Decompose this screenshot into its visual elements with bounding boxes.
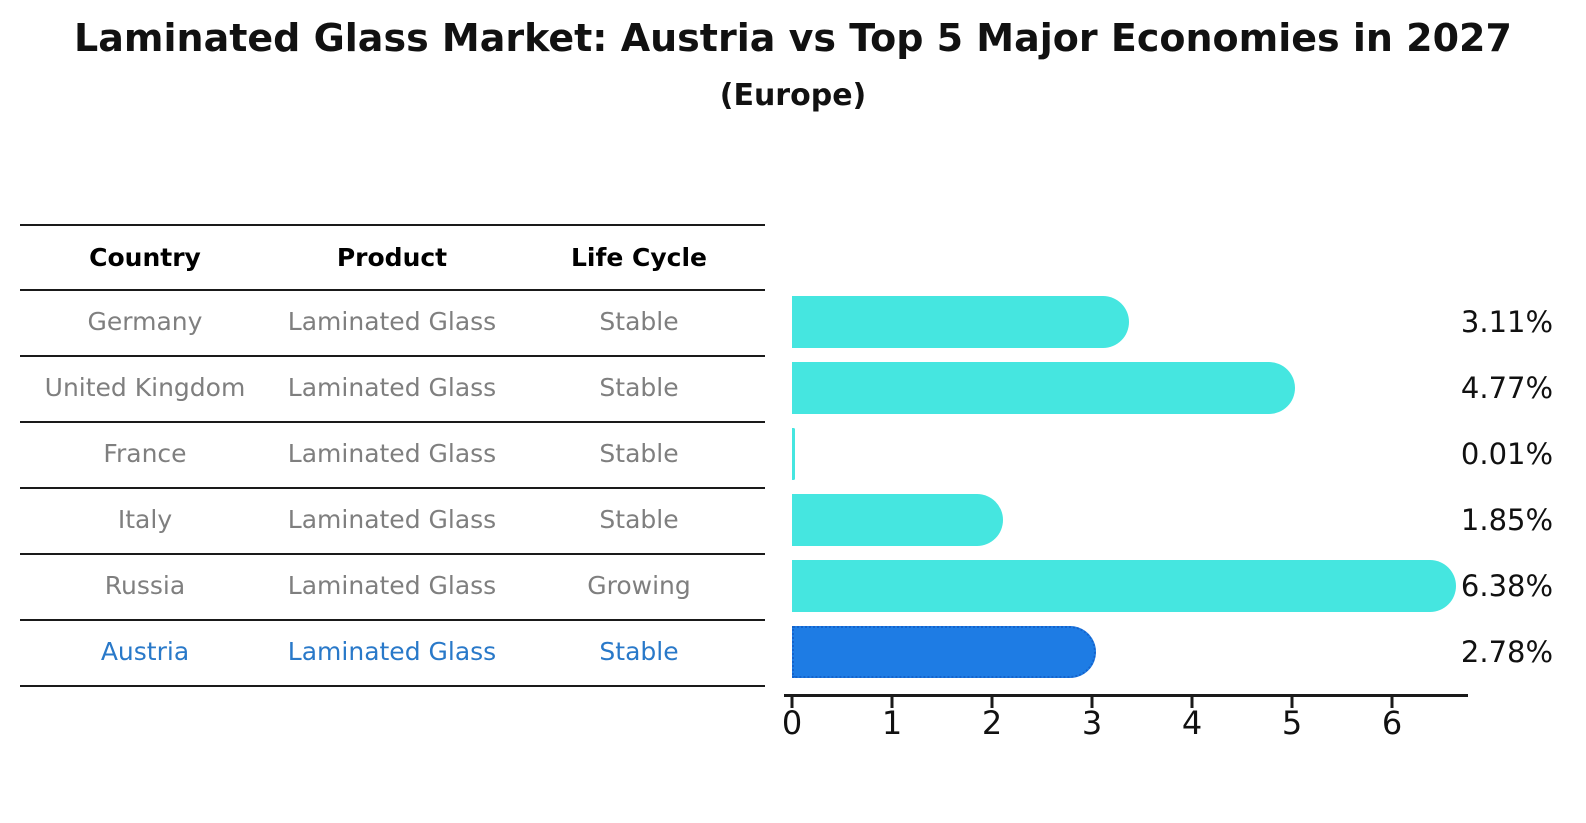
x-axis-line bbox=[784, 694, 1468, 697]
x-tick-mark bbox=[990, 697, 994, 708]
bar-value-label: 0.01% bbox=[1460, 437, 1554, 471]
table-cell-country: Austria bbox=[100, 636, 190, 666]
table-cell-country: Germany bbox=[87, 306, 203, 336]
bar-russia bbox=[792, 560, 1456, 612]
table-cell-country: United Kingdom bbox=[44, 372, 246, 402]
x-tick-label: 6 bbox=[1381, 704, 1403, 742]
table-cell-product: Laminated Glass bbox=[287, 306, 497, 336]
x-tick-mark bbox=[1390, 697, 1394, 708]
x-tick-label: 3 bbox=[1081, 704, 1103, 742]
table-cell-product: Laminated Glass bbox=[287, 636, 497, 666]
table-row-divider bbox=[20, 619, 765, 621]
table-header-divider bbox=[20, 289, 765, 291]
table-cell-life-cycle: Stable bbox=[599, 438, 679, 468]
x-tick-mark bbox=[890, 697, 894, 708]
table-cell-product: Laminated Glass bbox=[287, 570, 497, 600]
table-cell-country: Italy bbox=[117, 504, 173, 534]
bar-united-kingdom bbox=[792, 362, 1295, 414]
bar-value-label: 6.38% bbox=[1460, 569, 1554, 603]
table-cell-life-cycle: Stable bbox=[599, 504, 679, 534]
x-tick-mark bbox=[1290, 697, 1294, 708]
x-tick-mark bbox=[1090, 697, 1094, 708]
table-top-border bbox=[20, 224, 765, 226]
table-row-divider bbox=[20, 685, 765, 687]
chart-title: Laminated Glass Market: Austria vs Top 5… bbox=[74, 16, 1512, 60]
table-cell-country: France bbox=[103, 438, 187, 468]
x-tick-label: 4 bbox=[1181, 704, 1203, 742]
bar-value-label: 2.78% bbox=[1460, 635, 1554, 669]
bar-italy bbox=[792, 494, 1003, 546]
x-tick-label: 1 bbox=[881, 704, 903, 742]
bar-germany bbox=[792, 296, 1129, 348]
x-tick-label: 0 bbox=[781, 704, 803, 742]
bar-value-label: 4.77% bbox=[1460, 371, 1554, 405]
table-cell-life-cycle: Stable bbox=[599, 306, 679, 336]
column-header-life-cycle: Life Cycle bbox=[570, 242, 708, 272]
table-cell-product: Laminated Glass bbox=[287, 504, 497, 534]
table-row-divider bbox=[20, 487, 765, 489]
table-cell-product: Laminated Glass bbox=[287, 372, 497, 402]
table-cell-country: Russia bbox=[104, 570, 186, 600]
table-row-divider bbox=[20, 355, 765, 357]
bar-value-label: 3.11% bbox=[1460, 305, 1554, 339]
column-header-country: Country bbox=[89, 242, 201, 272]
table-row-divider bbox=[20, 553, 765, 555]
bar-value-label: 1.85% bbox=[1460, 503, 1554, 537]
x-tick-label: 2 bbox=[981, 704, 1003, 742]
x-tick-mark bbox=[790, 697, 794, 708]
x-tick-mark bbox=[1190, 697, 1194, 708]
x-tick-label: 5 bbox=[1281, 704, 1303, 742]
column-header-product: Product bbox=[336, 242, 448, 272]
table-cell-life-cycle: Stable bbox=[599, 636, 679, 666]
bar-france bbox=[792, 428, 795, 480]
table-cell-product: Laminated Glass bbox=[287, 438, 497, 468]
table-row-divider bbox=[20, 421, 765, 423]
bar-austria bbox=[792, 626, 1096, 678]
table-cell-life-cycle: Growing bbox=[587, 570, 691, 600]
chart-subtitle: (Europe) bbox=[719, 78, 867, 113]
table-cell-life-cycle: Stable bbox=[599, 372, 679, 402]
